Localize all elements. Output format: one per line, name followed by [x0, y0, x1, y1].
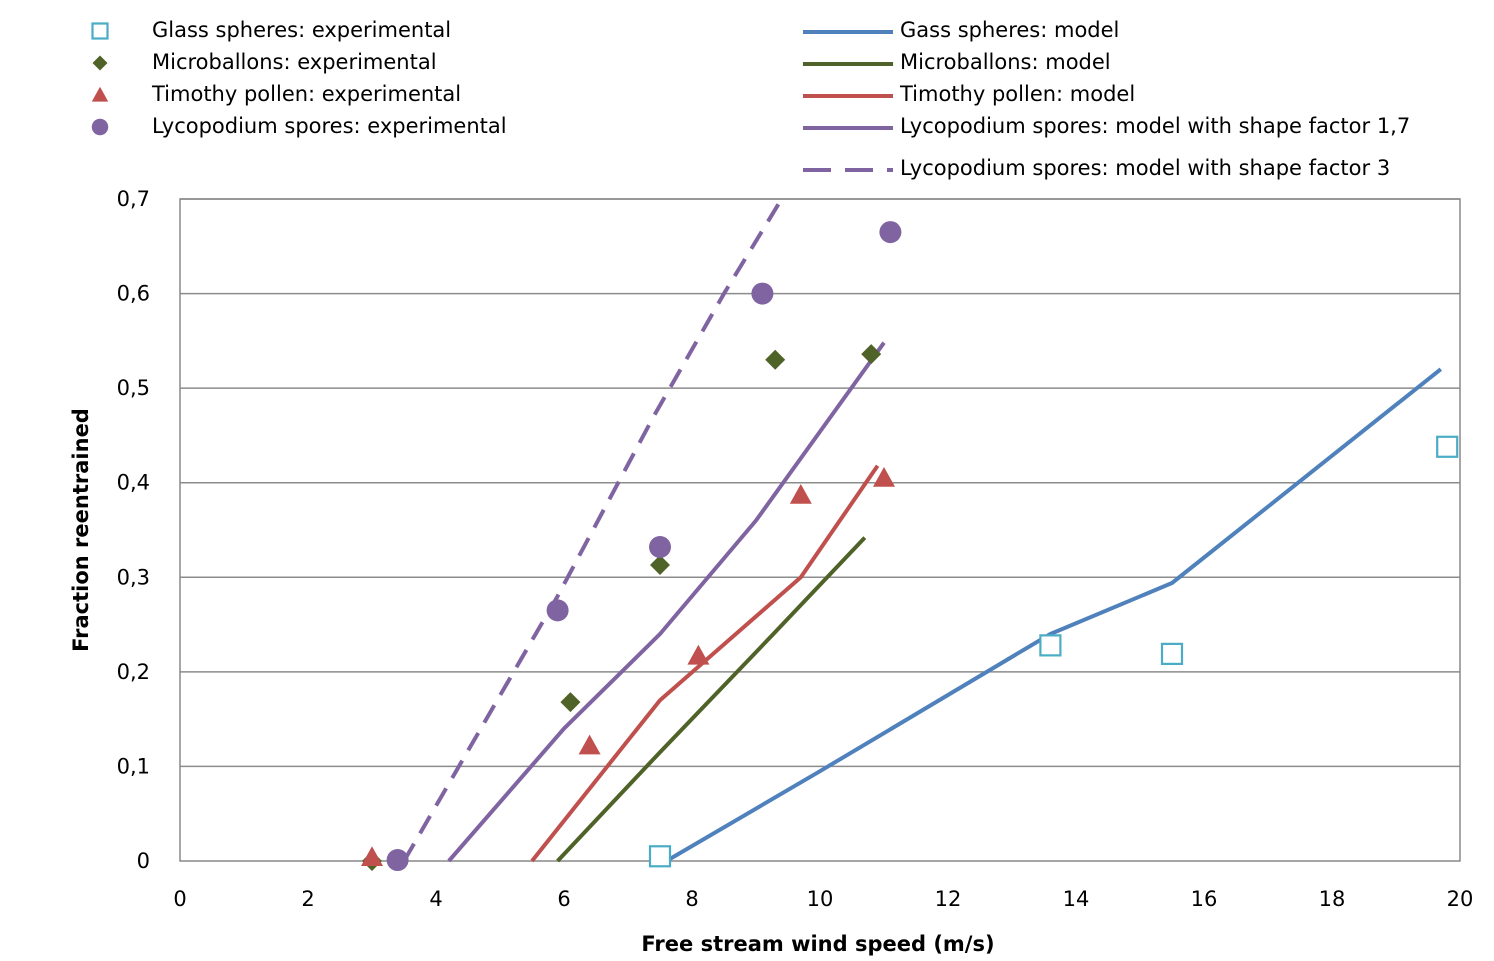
- data-point: [861, 344, 882, 365]
- legend-label: Timothy pollen: experimental: [151, 82, 461, 106]
- y-tick-label: 0,4: [117, 471, 150, 495]
- y-axis-title: Fraction reentrained: [69, 408, 93, 652]
- legend-label: Timothy pollen: model: [899, 82, 1135, 106]
- y-tick-label: 0,1: [117, 754, 150, 778]
- x-tick-label: 18: [1319, 887, 1346, 911]
- y-tick-label: 0: [137, 849, 150, 873]
- y-tick-label: 0,5: [117, 376, 150, 400]
- data-point: [1039, 634, 1062, 657]
- y-tick-label: 0,2: [117, 660, 150, 684]
- y-axis-ticks: 0 0,1 0,2 0,3 0,4 0,5 0,6 0,7: [117, 187, 150, 873]
- series-line: [447, 341, 886, 863]
- data-point: [546, 599, 569, 622]
- legend-label: Glass spheres: experimental: [152, 18, 451, 42]
- data-point: [1436, 435, 1459, 458]
- data-point: [873, 466, 895, 487]
- grid-lines: [180, 198, 1460, 768]
- data-point: [386, 849, 409, 872]
- series-layer: [361, 197, 1459, 872]
- series-line: [665, 367, 1443, 863]
- x-tick-label: 8: [685, 887, 698, 911]
- legend-label: Microballons: experimental: [152, 50, 437, 74]
- data-point: [789, 484, 812, 504]
- data-point: [687, 644, 710, 665]
- series-line: [556, 536, 867, 863]
- x-tick-label: 0: [173, 887, 186, 911]
- data-point: [560, 692, 581, 713]
- series-line: [530, 464, 880, 863]
- x-axis-title: Free stream wind speed (m/s): [641, 932, 994, 956]
- data-point: [765, 349, 786, 370]
- x-tick-label: 10: [807, 887, 834, 911]
- data-point: [650, 554, 670, 575]
- legend-label: Gass spheres: model: [900, 18, 1119, 42]
- data-point: [751, 282, 774, 305]
- data-point: [578, 734, 601, 755]
- legend-marker: [91, 86, 109, 102]
- data-point: [1160, 642, 1184, 665]
- series-line: [402, 197, 784, 863]
- x-tick-label: 2: [301, 887, 314, 911]
- legend-marker: [92, 55, 108, 71]
- x-axis-ticks: 0 2 4 6 8 10 12 14 16 18 20: [173, 887, 1473, 911]
- x-tick-label: 6: [557, 887, 570, 911]
- data-point: [361, 846, 383, 867]
- legend-label: Lycopodium spores: model with shape fact…: [900, 156, 1390, 180]
- legend-marker: [91, 118, 109, 136]
- legend-label: Lycopodium spores: model with shape fact…: [900, 114, 1410, 138]
- x-tick-label: 4: [429, 887, 442, 911]
- legend-label: Lycopodium spores: experimental: [152, 114, 507, 138]
- x-tick-label: 12: [935, 887, 962, 911]
- y-tick-label: 0,7: [117, 187, 150, 211]
- legend-label: Microballons: model: [900, 50, 1111, 74]
- y-tick-label: 0,6: [117, 282, 150, 306]
- x-tick-label: 20: [1447, 887, 1474, 911]
- x-tick-label: 16: [1191, 887, 1218, 911]
- data-point: [649, 536, 671, 559]
- data-point: [648, 845, 672, 868]
- x-tick-label: 14: [1063, 887, 1090, 911]
- plot-area-frame: [179, 198, 1461, 862]
- legend: Glass spheres: experimental Microballons:…: [91, 18, 1410, 180]
- data-point: [879, 221, 902, 244]
- y-tick-label: 0,3: [117, 565, 150, 589]
- legend-marker: [91, 22, 109, 40]
